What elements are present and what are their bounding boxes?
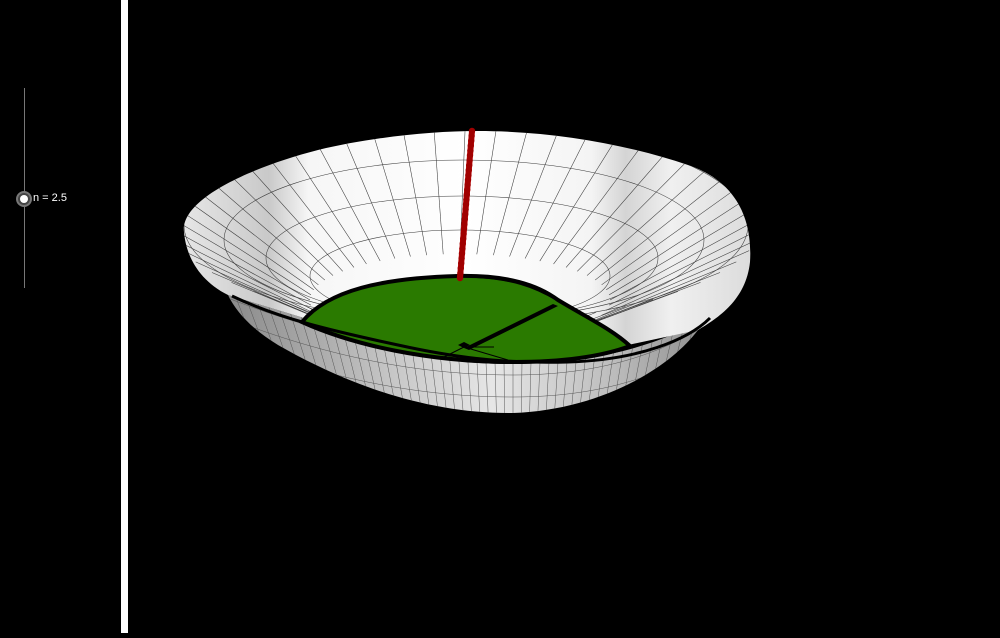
red-curve[interactable] — [456, 127, 476, 282]
slider-panel: n = 2.5 — [0, 0, 121, 633]
center-point-icon[interactable] — [458, 342, 470, 348]
bowl-rim — [231, 294, 712, 364]
graphics-3d-canvas[interactable] — [128, 0, 1000, 633]
slider-knob-center — [20, 195, 28, 203]
slider-track[interactable] — [24, 88, 25, 288]
panel-divider[interactable] — [121, 0, 128, 633]
slider-knob[interactable] — [16, 191, 32, 207]
graphics-3d-view[interactable] — [128, 0, 1000, 633]
slider-label: n = 2.5 — [33, 192, 67, 204]
